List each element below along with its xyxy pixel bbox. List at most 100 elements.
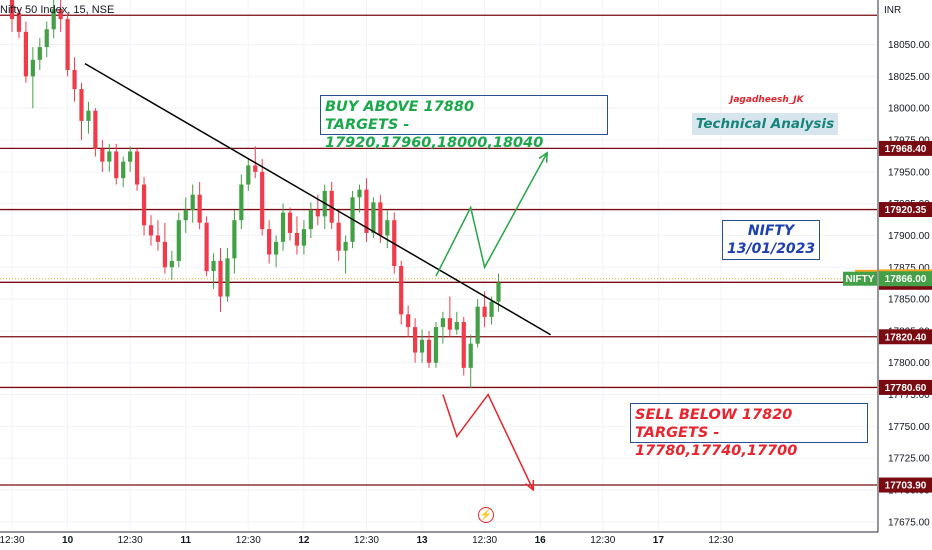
trendline — [84, 62, 552, 336]
candle-bear — [253, 165, 258, 172]
nifty-label: NIFTY — [747, 223, 795, 239]
lightning-icon[interactable]: ⚡ — [478, 507, 494, 523]
nifty-date-box: NIFTY 13/01/2023 — [722, 220, 820, 260]
downside-projection-arrow-head — [524, 479, 535, 492]
candle-bear — [294, 232, 300, 246]
candle-bull — [246, 165, 251, 185]
candle-bear — [336, 222, 341, 251]
sell-annotation-box: SELL BELOW 17820 TARGETS - 17780,17740,1… — [630, 403, 868, 459]
symbol-tag — [843, 271, 877, 286]
buy-line-2: TARGETS - 17920,17960,18000,18040 — [325, 117, 544, 151]
candle-bear — [23, 31, 28, 77]
trendline-group — [84, 62, 552, 336]
candle-bull — [225, 258, 230, 297]
symbol-tag-text: NIFTY — [846, 274, 875, 285]
time-tick-label: 12:30 — [472, 535, 497, 546]
candle-bear — [482, 306, 487, 317]
candle-bull — [433, 327, 439, 363]
symbol-title[interactable]: Nifty 50 Index, 15, NSE — [0, 4, 115, 16]
candle-bull — [51, 8, 56, 30]
price-tick-label: 18050.00 — [888, 40, 930, 51]
technical-analysis-badge: Technical Analysis — [692, 113, 838, 135]
candle-bull — [371, 202, 376, 233]
candle-bull — [190, 194, 195, 210]
upside-projection-arrow-head — [538, 151, 548, 163]
candle-bear — [16, 12, 22, 32]
candle-bull — [44, 29, 49, 48]
candle-bear — [155, 235, 161, 242]
candle-bull — [454, 322, 459, 330]
candle-bear — [93, 110, 98, 149]
candle-bull — [176, 220, 181, 261]
candle-bull — [128, 151, 133, 162]
candle-bear — [287, 212, 293, 233]
time-tick-label: 12 — [298, 535, 310, 546]
time-axis-bg — [0, 532, 878, 550]
candle-bull — [232, 220, 237, 259]
level-price-label-text: 17968.40 — [885, 144, 927, 155]
price-tick-label: 17725.00 — [888, 454, 930, 465]
price-tick-label: 17900.00 — [888, 231, 930, 242]
candle-bull — [475, 306, 480, 344]
level-price-label — [879, 477, 932, 493]
currency-label[interactable]: INR — [884, 5, 902, 16]
time-tick-label: 10 — [62, 535, 74, 546]
date-label: 13/01/2023 — [727, 241, 816, 257]
time-tick-label: 12:30 — [0, 535, 25, 546]
candle-bull — [468, 343, 473, 368]
candle-bull — [419, 339, 425, 353]
time-tick-label: 12:30 — [590, 535, 615, 546]
candle-bear — [114, 151, 119, 179]
level-price-label-text: 17780.60 — [885, 383, 927, 394]
candle-bull — [357, 189, 362, 198]
forecast-arrows — [435, 151, 548, 492]
candle-bull — [440, 318, 445, 328]
price-badges: 17968.4017920.3517863.2017820.4017780.60… — [843, 140, 932, 493]
last-price-label-text: 17866.00 — [885, 274, 927, 285]
candle-bear — [72, 70, 77, 90]
candle-bear — [135, 151, 140, 185]
downside-projection-arrow — [442, 393, 534, 491]
candle-bear — [399, 266, 404, 315]
price-tick-label: 17950.00 — [888, 167, 930, 178]
candle-bear — [162, 241, 167, 268]
candle-bull — [280, 212, 286, 242]
level-price-label — [879, 379, 932, 395]
candle-bull — [385, 220, 390, 236]
candle-bear — [461, 322, 466, 368]
candle-bull — [274, 241, 279, 255]
candle-bull — [121, 161, 126, 179]
level-price-label — [879, 329, 932, 345]
candles — [9, 0, 501, 389]
candle-bull — [239, 184, 244, 221]
candle-bear — [413, 327, 418, 353]
candle-bear — [260, 171, 265, 230]
horizontal-levels — [0, 14, 877, 486]
sell-line-2: TARGETS - 17780,17740,17700 — [635, 425, 798, 459]
candle-bull — [169, 260, 174, 268]
candle-bull — [308, 210, 313, 230]
last-price-label — [879, 271, 932, 287]
time-tick-label: 16 — [535, 535, 547, 546]
upside-projection-arrow — [435, 152, 548, 277]
price-tick-label: 17775.00 — [888, 390, 930, 401]
time-tick-label: 12:30 — [708, 535, 733, 546]
time-tick-label: 17 — [653, 535, 665, 546]
candle-bear — [426, 339, 432, 363]
candle-bull — [37, 47, 42, 60]
level-price-label — [879, 140, 932, 156]
candle-bear — [406, 314, 411, 328]
candle-bear — [204, 222, 209, 272]
time-axis: 12:30 10 12:30 11 12:30 12 12:30 13 12:30 16 12:30… — [0, 531, 878, 550]
candle-bull — [183, 210, 188, 221]
candle-bull — [496, 282, 501, 302]
candle-bull — [343, 241, 348, 251]
buy-annotation-box: BUY ABOVE 17880 TARGETS - 17920,17960,18… — [320, 95, 608, 151]
time-tick-label: 12:30 — [236, 535, 261, 546]
candle-bear — [100, 148, 105, 162]
time-tick-label: 13 — [416, 535, 428, 546]
price-tick-label: 17850.00 — [888, 295, 930, 306]
level-price-label-text: 17820.40 — [885, 332, 927, 343]
author-label: Jagadheesh_JK — [730, 95, 804, 105]
